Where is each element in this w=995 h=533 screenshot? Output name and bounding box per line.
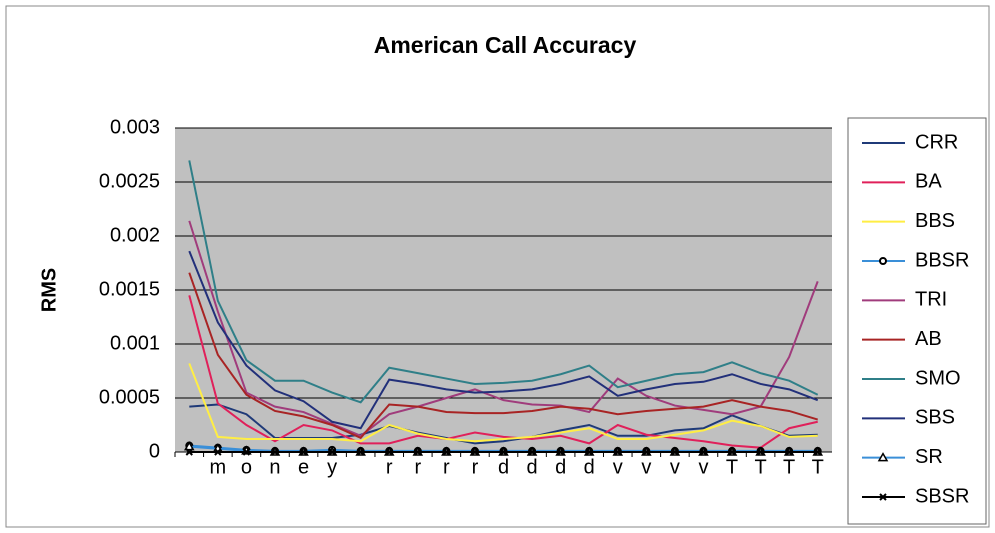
legend-label: SBS: [915, 407, 955, 429]
x-tick-label: n: [269, 456, 280, 478]
series-line: [188, 363, 818, 443]
marker: [614, 448, 622, 456]
marker: [271, 448, 279, 456]
x-tick-label: r: [386, 456, 393, 478]
legend-label: SR: [915, 446, 943, 468]
x-tick-label: v: [613, 456, 623, 478]
x-tick-label: T: [812, 456, 824, 478]
marker: [879, 493, 887, 501]
y-tick-label: 0.0015: [99, 278, 160, 300]
chart-title: American Call Accuracy: [374, 32, 637, 58]
x-tick-label: e: [298, 456, 309, 478]
x-tick-label: r: [443, 456, 450, 478]
y-tick-label: 0.003: [110, 116, 160, 138]
x-tick-label: r: [472, 456, 479, 478]
series-line: [188, 220, 819, 437]
marker: [442, 448, 451, 456]
series-line: [189, 403, 818, 445]
legend-label: CRR: [915, 131, 958, 153]
x-tick-label: v: [698, 456, 708, 478]
marker: [671, 448, 679, 456]
x-tick-label: v: [641, 456, 651, 478]
marker: [299, 448, 308, 456]
marker: [183, 441, 195, 451]
legend-label: BA: [915, 171, 942, 193]
marker: [756, 448, 765, 456]
marker: [356, 448, 365, 456]
legend-label: AB: [915, 328, 942, 350]
legend-label: BBSR: [915, 249, 969, 271]
series-line: [188, 160, 819, 404]
x-tick-label: m: [210, 456, 227, 478]
marker: [185, 448, 193, 456]
marker: [499, 448, 508, 456]
series-line: [188, 295, 818, 449]
marker: [528, 448, 536, 456]
x-tick-label: d: [527, 456, 538, 478]
x-tick-label: T: [726, 456, 738, 478]
x-tick-label: v: [670, 456, 680, 478]
legend-label: SBSR: [915, 485, 969, 507]
y-tick-label: 0.002: [110, 224, 160, 246]
marker: [879, 257, 887, 265]
marker: [814, 448, 822, 456]
x-tick-label: d: [555, 456, 566, 478]
marker: [785, 448, 793, 456]
y-tick-label: 0: [149, 440, 160, 462]
x-tick-label: T: [754, 456, 766, 478]
legend-label: TRI: [915, 289, 947, 311]
x-tick-label: o: [241, 456, 252, 478]
y-tick-label: 0.001: [110, 332, 160, 354]
y-tick-label: 0.0005: [99, 386, 160, 408]
marker: [328, 448, 336, 456]
x-tick-label: T: [783, 456, 795, 478]
x-tick-label: r: [414, 456, 421, 478]
marker: [385, 448, 393, 456]
legend-label: BBS: [915, 210, 955, 232]
marker: [585, 448, 593, 456]
x-tick-label: d: [584, 456, 595, 478]
marker: [556, 448, 565, 456]
legend-label: SMO: [915, 367, 961, 389]
series-line: [188, 250, 819, 430]
x-tick-label: y: [327, 456, 337, 478]
marker: [242, 448, 251, 456]
y-tick-label: 0.0025: [99, 170, 160, 192]
series-line: [188, 272, 819, 440]
marker: [214, 448, 222, 456]
marker: [471, 448, 479, 456]
x-tick-label: d: [498, 456, 509, 478]
marker: [877, 452, 889, 462]
y-axis-label: RMS: [38, 268, 60, 312]
marker: [728, 448, 736, 456]
marker: [414, 448, 422, 456]
marker: [699, 448, 708, 456]
marker: [642, 448, 651, 456]
legend: [847, 117, 987, 525]
